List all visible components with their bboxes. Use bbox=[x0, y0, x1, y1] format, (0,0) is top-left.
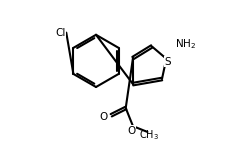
Text: O: O bbox=[100, 112, 108, 122]
Text: CH$_3$: CH$_3$ bbox=[139, 129, 159, 143]
Text: Cl: Cl bbox=[55, 28, 66, 38]
Text: O: O bbox=[128, 126, 136, 135]
Text: NH$_2$: NH$_2$ bbox=[175, 37, 196, 51]
Text: S: S bbox=[164, 57, 171, 67]
